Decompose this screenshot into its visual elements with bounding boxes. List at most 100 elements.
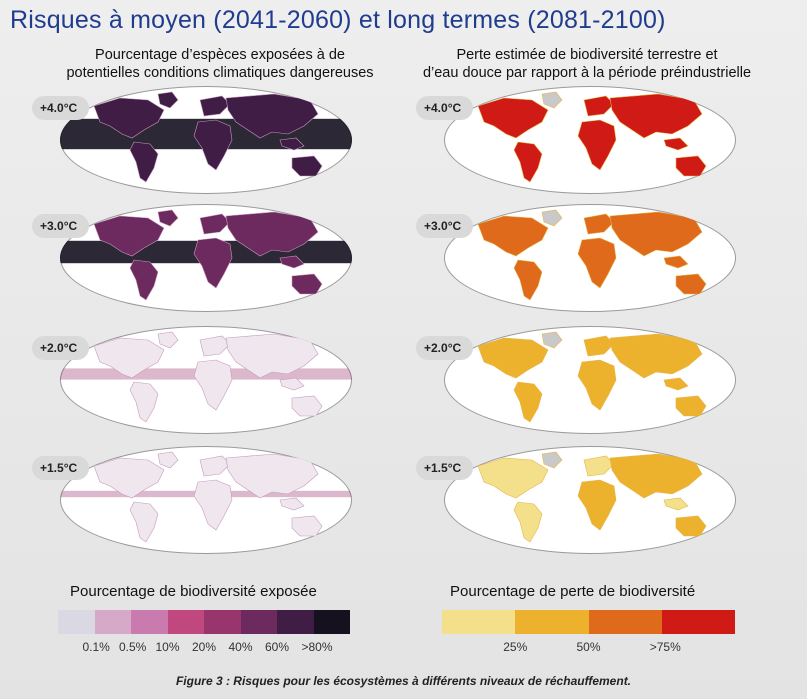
continent-shape <box>663 377 689 391</box>
continent-shape <box>513 501 543 543</box>
continent-shape <box>663 137 689 151</box>
continent-shape <box>583 213 615 235</box>
left-panel-title-line2: potentielles conditions climatiques dang… <box>66 65 374 81</box>
left-legend-swatch <box>94 610 131 634</box>
exposure-map-svg <box>60 204 352 312</box>
legend-tick-label: 20% <box>192 640 217 654</box>
continent-shape <box>129 381 159 423</box>
continent-shape <box>279 137 305 151</box>
loss-map-svg <box>444 446 736 554</box>
left-legend-title: Pourcentage de biodiversité exposée <box>70 583 317 600</box>
continent-shape <box>477 457 549 499</box>
warming-level-badge: +2.0°C <box>416 336 474 360</box>
continent-shape <box>157 331 179 349</box>
continent-shape <box>541 91 563 109</box>
left-legend-swatch <box>240 610 277 634</box>
continent-shape <box>93 97 165 139</box>
continent-shape <box>583 335 615 357</box>
continent-shape <box>541 331 563 349</box>
left-legend-swatch <box>131 610 168 634</box>
loss-map-svg <box>444 326 736 434</box>
exposure-map-svg <box>60 86 352 194</box>
continent-shape <box>583 455 615 477</box>
left-legend-swatch <box>167 610 204 634</box>
continent-shape <box>477 337 549 379</box>
right-legend-swatch <box>661 610 735 634</box>
continent-shape <box>193 119 233 171</box>
continent-shape <box>93 457 165 499</box>
continent-shape <box>541 209 563 227</box>
continent-shape <box>279 255 305 269</box>
warming-level-badge: +3.0°C <box>32 214 90 238</box>
legend-tick-label: 0.5% <box>119 640 147 654</box>
right-legend-swatch <box>442 610 516 634</box>
continent-shape <box>93 215 165 257</box>
legend-tick-label: 40% <box>228 640 253 654</box>
left-legend-colorbar <box>58 610 350 634</box>
warming-level-badge: +4.0°C <box>32 96 90 120</box>
left-panel-title: Pourcentage d’espèces exposées à de pote… <box>45 46 395 82</box>
right-legend-title: Pourcentage de perte de biodiversité <box>450 583 696 600</box>
continent-shape <box>279 377 305 391</box>
legend-tick-label: >80% <box>301 640 333 654</box>
loss-map-2: +2.0°C <box>416 326 744 436</box>
continent-shape <box>193 237 233 289</box>
loss-map-1: +3.0°C <box>416 204 744 314</box>
figure-caption: Figure 3 : Risques pour les écosystèmes … <box>175 674 632 688</box>
legend-tick-label: 0.1% <box>82 640 110 654</box>
continent-shape <box>663 497 689 511</box>
legend-tick-label: 60% <box>265 640 290 654</box>
exposure-map-2: +2.0°C <box>32 326 360 436</box>
warming-level-badge: +1.5°C <box>416 456 474 480</box>
left-panel-title-line1: Pourcentage d’espèces exposées à de <box>95 47 345 63</box>
continent-shape <box>577 479 617 531</box>
exposure-map-0: +4.0°C <box>32 86 360 196</box>
warming-level-badge: +4.0°C <box>416 96 474 120</box>
left-legend-swatch <box>204 610 241 634</box>
loss-map-0: +4.0°C <box>416 86 744 196</box>
warming-level-badge: +1.5°C <box>32 456 90 480</box>
page-title: Risques à moyen (2041-2060) et long term… <box>10 6 666 34</box>
left-legend-swatch <box>58 610 95 634</box>
continent-shape <box>129 259 159 301</box>
right-legend-swatch <box>588 610 662 634</box>
exposure-map-svg <box>60 446 352 554</box>
continent-shape <box>199 455 231 477</box>
right-legend-colorbar <box>442 610 735 634</box>
legend-tick-label: 25% <box>503 640 528 654</box>
legend-tick-label: 10% <box>155 640 180 654</box>
exposure-map-svg <box>60 326 352 434</box>
continent-shape <box>577 359 617 411</box>
continent-shape <box>541 451 563 469</box>
continent-shape <box>129 501 159 543</box>
loss-map-svg <box>444 86 736 194</box>
continent-shape <box>199 335 231 357</box>
continent-shape <box>157 91 179 109</box>
right-panel-title-line2: d’eau douce par rapport à la période pré… <box>422 65 752 81</box>
continent-shape <box>199 95 231 117</box>
warming-level-badge: +3.0°C <box>416 214 474 238</box>
right-legend-swatch <box>515 610 589 634</box>
loss-map-svg <box>444 204 736 312</box>
legend-tick-label: 50% <box>576 640 601 654</box>
left-legend-swatch <box>277 610 314 634</box>
exposure-map-3: +1.5°C <box>32 446 360 556</box>
continent-shape <box>577 119 617 171</box>
left-legend-swatch <box>313 610 350 634</box>
continent-shape <box>93 337 165 379</box>
continent-shape <box>513 141 543 183</box>
continent-shape <box>157 209 179 227</box>
warming-level-badge: +2.0°C <box>32 336 90 360</box>
continent-shape <box>477 97 549 139</box>
continent-shape <box>129 141 159 183</box>
right-panel-title: Perte estimée de biodiversité terrestre … <box>412 46 762 82</box>
continent-shape <box>193 479 233 531</box>
right-panel-title-line1: Perte estimée de biodiversité terrestre … <box>456 47 718 63</box>
continent-shape <box>577 237 617 289</box>
continent-shape <box>193 359 233 411</box>
continent-shape <box>663 255 689 269</box>
continent-shape <box>583 95 615 117</box>
continent-shape <box>199 213 231 235</box>
continent-shape <box>477 215 549 257</box>
continent-shape <box>157 451 179 469</box>
